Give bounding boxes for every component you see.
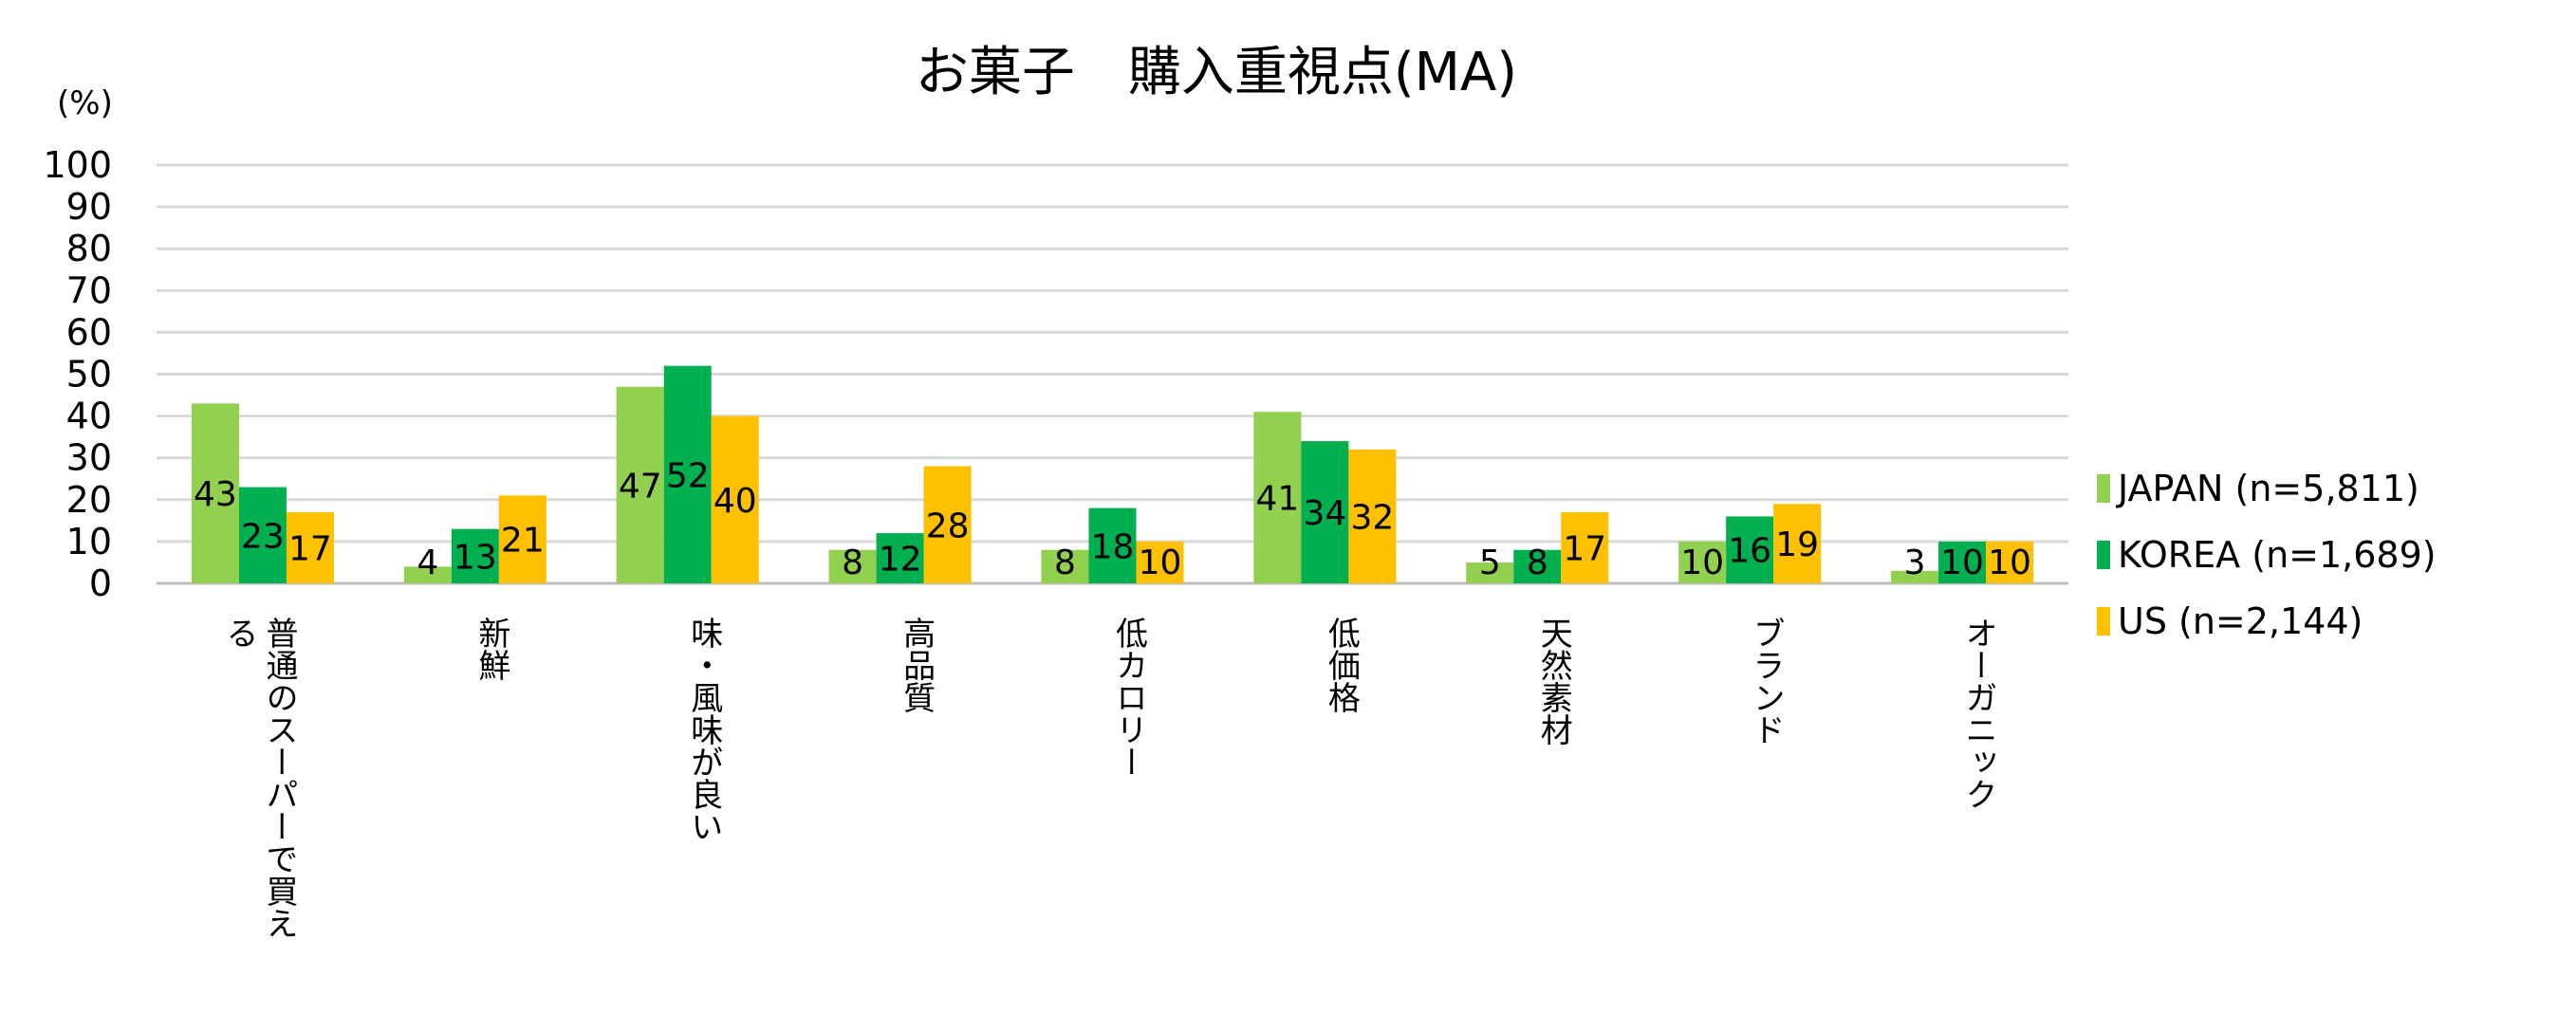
data-label: 18 xyxy=(1091,527,1135,566)
bar xyxy=(1253,412,1302,583)
data-label: 10 xyxy=(1988,544,2031,582)
legend-swatch xyxy=(2097,474,2110,503)
x-category-label: 低カロリー xyxy=(1110,617,1148,778)
data-label: 47 xyxy=(619,467,662,506)
legend-swatch xyxy=(2097,541,2110,569)
data-label: 8 xyxy=(1527,544,1548,582)
bar xyxy=(1348,449,1397,583)
bar xyxy=(1301,441,1349,583)
bar xyxy=(191,403,239,583)
y-tick-label: 100 xyxy=(43,144,112,186)
bar xyxy=(876,533,924,583)
bar xyxy=(1678,541,1727,583)
bar xyxy=(286,512,334,583)
y-tick-label: 90 xyxy=(66,186,112,228)
bar xyxy=(498,495,547,583)
data-label: 8 xyxy=(1054,544,1076,582)
y-tick-label: 20 xyxy=(66,479,112,521)
legend-label: JAPAN (n=5,811) xyxy=(2116,468,2419,509)
data-label: 10 xyxy=(1139,544,1182,582)
y-tick-label: 70 xyxy=(66,269,112,311)
bar xyxy=(403,566,452,583)
x-category-label: 天然素材 xyxy=(1534,617,1572,746)
bar xyxy=(1466,562,1514,583)
data-label: 28 xyxy=(926,507,970,545)
bar xyxy=(1891,570,1939,583)
data-label: 34 xyxy=(1303,494,1346,533)
data-label: 17 xyxy=(1563,530,1606,569)
y-tick-label: 40 xyxy=(66,396,112,437)
bar xyxy=(616,386,664,583)
bar xyxy=(1986,541,2034,583)
bar xyxy=(1938,541,1987,583)
bar xyxy=(238,487,287,583)
data-label: 4 xyxy=(417,544,438,582)
bar xyxy=(451,528,499,583)
y-tick-label: 50 xyxy=(66,354,112,396)
data-label: 52 xyxy=(666,456,710,495)
data-label: 32 xyxy=(1350,498,1394,537)
bar xyxy=(663,365,712,583)
bar xyxy=(1136,541,1184,583)
data-label: 23 xyxy=(241,517,285,556)
x-category-label: 新鮮 xyxy=(473,617,510,681)
legend-swatch xyxy=(2097,607,2110,636)
y-tick-label: 60 xyxy=(66,311,112,353)
data-label: 21 xyxy=(501,522,545,561)
data-label: 5 xyxy=(1479,544,1501,582)
bar xyxy=(1773,504,1822,583)
bar xyxy=(1513,549,1562,583)
bar xyxy=(1088,507,1137,583)
data-label: 41 xyxy=(1255,480,1299,519)
bar xyxy=(1726,516,1774,583)
data-label: 13 xyxy=(454,538,497,577)
data-label: 12 xyxy=(879,541,922,580)
bar xyxy=(711,415,759,583)
y-tick-label: 0 xyxy=(89,562,112,604)
data-label: 43 xyxy=(194,475,237,514)
data-label: 10 xyxy=(1680,544,1724,582)
x-category-label: オーガニック xyxy=(1959,617,1997,810)
y-tick-label: 10 xyxy=(66,521,112,562)
data-label: 3 xyxy=(1904,544,1926,582)
x-category-label: ブランド xyxy=(1747,617,1785,746)
x-category-label: 普通のスーパーで買え xyxy=(260,617,298,939)
data-label: 10 xyxy=(1940,544,1984,582)
bar xyxy=(1041,549,1089,583)
data-label: 19 xyxy=(1775,525,1819,564)
x-category-label: 低価格 xyxy=(1322,617,1360,713)
data-label: 8 xyxy=(842,544,863,582)
legend-label: US (n=2,144) xyxy=(2118,600,2363,642)
bar xyxy=(1561,512,1609,583)
y-axis-unit-label: (%) xyxy=(57,84,113,122)
x-category-label: 高品質 xyxy=(898,617,936,713)
data-label: 16 xyxy=(1728,532,1771,571)
data-label: 40 xyxy=(713,482,757,521)
bar xyxy=(828,549,877,583)
x-category-label: る xyxy=(220,617,258,649)
y-tick-label: 30 xyxy=(66,437,112,479)
bar xyxy=(923,466,972,583)
y-tick-label: 80 xyxy=(66,228,112,269)
chart-title: お菓子 購入重視点(MA) xyxy=(916,42,1517,103)
x-category-label: 味・風味が良い xyxy=(685,617,723,842)
data-label: 17 xyxy=(288,530,332,569)
legend-label: KOREA (n=1,689) xyxy=(2118,534,2437,576)
